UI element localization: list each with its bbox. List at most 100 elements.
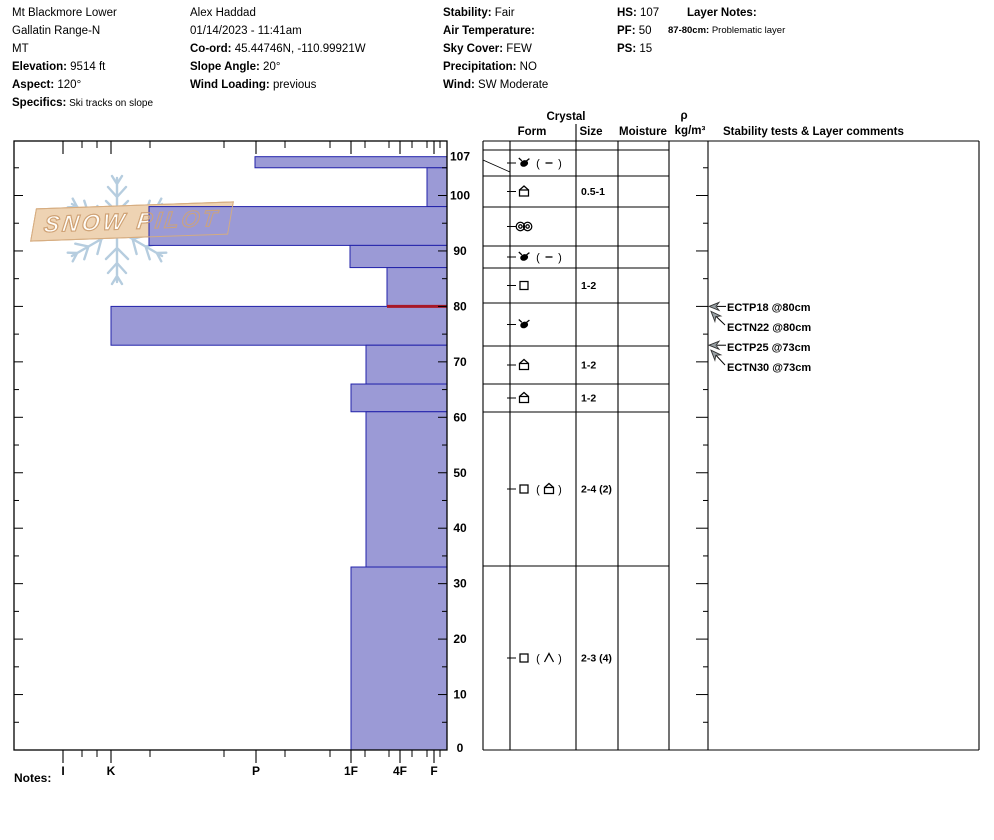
column-header-rho-units: kg/m³ <box>675 125 706 137</box>
table-row: () <box>507 157 562 170</box>
table-rows: () 0.5-1 () 1-2 1-2 1-2 () 2-4 (2) () 2-3 (4) <box>507 157 612 665</box>
depth-hoar-icon <box>543 652 555 663</box>
df-body <box>520 321 529 329</box>
df-body <box>520 254 529 261</box>
fc-square <box>519 280 529 291</box>
paren: ( <box>536 252 540 264</box>
mfcr-inner <box>518 224 523 229</box>
rounding-faceted-icon <box>518 391 530 404</box>
header-line: Elevation: 9514 ft <box>12 61 106 73</box>
arrow-head-icon <box>710 310 723 324</box>
stability-test: ECTN22 @80cm <box>710 310 811 334</box>
fcxr-dome <box>544 482 554 488</box>
leader-line <box>482 159 511 173</box>
hardness-axis: I K P 1F 4F F <box>61 141 441 778</box>
table-row: 1-2 <box>507 280 596 292</box>
fcxr-square <box>518 395 530 404</box>
decomposing-fragments-icon <box>518 157 530 167</box>
column-header-rho: ρ <box>680 110 687 122</box>
column-header-crystal: Crystal <box>547 111 586 123</box>
fcxr-square <box>518 189 530 197</box>
decomposing-fragments-icon <box>518 251 530 261</box>
layer-note-entry: 87-80cm: Problematic layer <box>668 25 786 36</box>
grain-size-value: 2-3 (4) <box>581 653 612 665</box>
depth-label: 100 <box>450 189 470 203</box>
header-line: Slope Angle: 20° <box>190 61 281 73</box>
header-line: Alex Haddad <box>190 7 256 19</box>
table-row: 1-2 <box>507 358 596 372</box>
snow-layer-bar <box>148 206 448 246</box>
table-row: 1-2 <box>507 391 596 405</box>
paren: ( <box>536 158 540 170</box>
header-line: Precipitation: NO <box>443 61 537 73</box>
header-line: MT <box>12 43 29 55</box>
df-spike <box>518 251 523 256</box>
df-spike <box>525 319 530 324</box>
df-spike <box>525 252 530 256</box>
hardness-tick-label: F <box>430 764 437 778</box>
depth-label: 107 <box>450 150 470 164</box>
faceted-crystals-icon <box>519 280 529 291</box>
layer-notes-title: Layer Notes: <box>687 7 757 19</box>
melt-freeze-crust-icon <box>515 221 533 232</box>
paren: ( <box>536 653 540 665</box>
faceted-crystals-icon <box>519 484 529 494</box>
depth-label: 80 <box>453 299 467 313</box>
table-row: () <box>507 251 562 264</box>
header-info: Mt Blackmore Lower Gallatin Range-N MT Elev… <box>0 0 994 120</box>
depth-label: 60 <box>453 410 467 424</box>
arrow-head-icon <box>707 340 721 351</box>
fcxr-square <box>543 486 555 495</box>
header-line: 01/14/2023 - 11:41am <box>190 25 302 37</box>
header-location-block: Mt Blackmore Lower Gallatin Range-N MT Elev… <box>12 4 153 113</box>
grain-size-value: 1-2 <box>581 280 596 292</box>
stability-test: ECTN30 @73cm <box>710 349 811 374</box>
df-spike <box>518 319 523 323</box>
header-measurements-block: HS: 107 PF: 50 PS: 15 <box>617 4 659 58</box>
header-line: Air Temperature: <box>443 25 535 37</box>
arrow-line <box>714 315 726 326</box>
snow-layer-bar <box>349 244 448 269</box>
header-line: Sky Cover: FEW <box>443 43 532 55</box>
hardness-tick-label: K <box>107 764 116 778</box>
notes-label: Notes: <box>14 771 51 785</box>
header-line: Wind Loading: previous <box>190 79 317 91</box>
header-line: PS: 15 <box>617 43 653 55</box>
header-layer-notes-block: Layer Notes: 87-80cm: Problematic layer <box>668 4 785 39</box>
paren: ) <box>558 484 562 496</box>
snow-layer-bar <box>350 383 448 413</box>
depth-label: 50 <box>453 466 467 480</box>
depth-label: 0 <box>457 741 464 755</box>
fcxr-dome <box>519 185 529 191</box>
paren: ( <box>536 484 540 496</box>
fcxr-square <box>518 362 530 371</box>
header-observer-block: Alex Haddad 01/14/2023 - 11:41am Co-ord: 4… <box>190 4 366 94</box>
mfcr-circle <box>515 221 526 232</box>
fc-square <box>519 653 529 663</box>
stability-test-label: ECTP25 @73cm <box>727 342 811 354</box>
arrow-head-icon <box>710 349 723 362</box>
decomposing-fragments-icon <box>518 319 530 329</box>
paren: ) <box>558 158 562 170</box>
depth-label: 70 <box>453 355 467 369</box>
rounding-faceted-icon <box>518 358 530 371</box>
stability-test-label: ECTN30 @73cm <box>727 362 811 374</box>
grain-size-value: 1-2 <box>581 393 596 405</box>
hardness-tick-label: 4F <box>393 764 407 778</box>
stability-test: ECTP25 @73cm <box>707 340 811 354</box>
table-row <box>507 221 533 232</box>
snow-layer-bar <box>110 305 448 346</box>
faceted-crystals-icon <box>519 653 529 663</box>
paren: ) <box>558 252 562 264</box>
stability-test-label: ECTP18 @80cm <box>727 302 811 314</box>
dh-cup <box>543 652 555 663</box>
stability-test: ECTP18 @80cm <box>707 301 811 314</box>
rounding-faceted-icon <box>543 482 555 495</box>
grain-size-value: 0.5-1 <box>581 186 605 198</box>
table-row <box>507 319 530 329</box>
header-line: Aspect: 120° <box>12 79 82 91</box>
header-line: Co-ord: 45.44746N, -110.99921W <box>190 43 366 55</box>
